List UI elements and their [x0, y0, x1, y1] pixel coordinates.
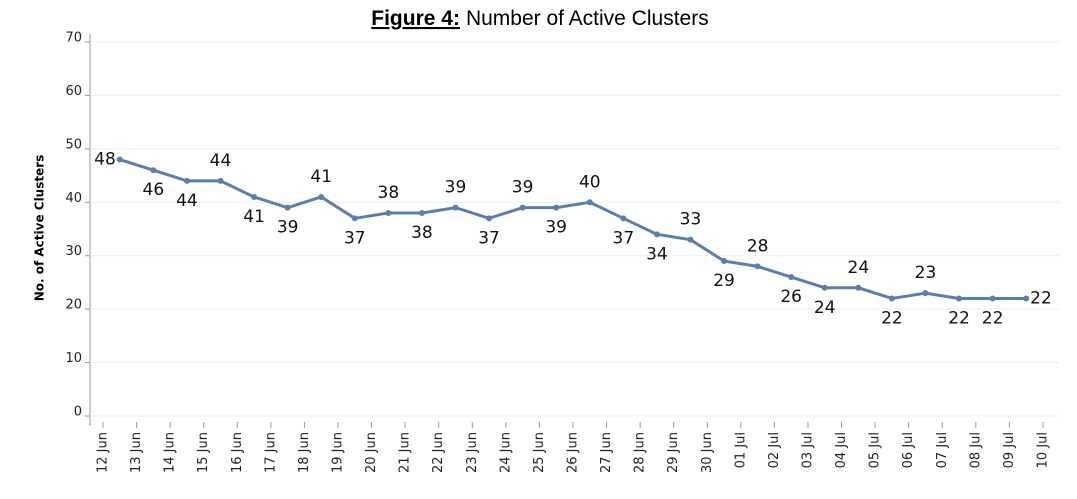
line — [119, 158, 1027, 300]
point — [519, 204, 526, 211]
point — [385, 209, 392, 216]
point — [653, 231, 660, 238]
point — [620, 215, 627, 222]
data-label: 40 — [579, 172, 601, 192]
point — [788, 274, 795, 281]
x-tick-label: 04 Jul — [834, 432, 849, 468]
x-tick-label: 26 Jun — [565, 432, 580, 473]
chart-title-group: Figure 4: Number of Active Clusters — [371, 7, 708, 30]
x-tick-label: 03 Jul — [800, 432, 815, 468]
data-label: 34 — [646, 244, 668, 264]
data-label: 39 — [445, 178, 467, 198]
x-tick-label: 18 Jun — [297, 432, 312, 473]
data-label: 41 — [243, 207, 265, 227]
x-tick-label: 21 Jun — [398, 432, 413, 473]
point — [687, 236, 694, 243]
data-label: 46 — [143, 180, 165, 200]
x-tick-label: 09 Jul — [1002, 432, 1017, 468]
point — [452, 204, 459, 211]
x-tick-label: 15 Jun — [196, 432, 211, 473]
x-tick-label: 07 Jul — [935, 432, 950, 468]
data-label: 24 — [848, 258, 870, 278]
x-tick-label: 25 Jun — [532, 432, 547, 473]
x-tick-label: 30 Jun — [700, 432, 715, 473]
y-tick-label: 50 — [65, 137, 82, 152]
data-label: 38 — [411, 223, 433, 243]
data-label: 22 — [881, 308, 903, 328]
point — [318, 193, 325, 200]
data-label: 39 — [277, 218, 299, 238]
data-label: 26 — [780, 287, 802, 307]
point — [251, 193, 258, 200]
y-axis-label: No. of Active Clusters — [33, 155, 47, 302]
x-tick-label: 22 Jun — [431, 432, 446, 473]
x-tick-label: 01 Jul — [733, 432, 748, 468]
data-label: 44 — [176, 191, 198, 211]
x-tick-label: 10 Jul — [1035, 432, 1050, 468]
y-tick-label: 60 — [65, 84, 82, 99]
point — [1023, 295, 1030, 302]
data-label: 24 — [814, 298, 836, 318]
y-tick-label: 20 — [65, 298, 82, 313]
x-tick-label: 19 Jun — [330, 432, 345, 473]
point — [486, 215, 493, 222]
x-tick-label: 13 Jun — [129, 432, 144, 473]
y-tick-label: 10 — [65, 351, 82, 366]
data-label: 37 — [613, 228, 635, 248]
point — [956, 295, 963, 302]
data-label: 37 — [478, 228, 500, 248]
data-label: 38 — [378, 183, 400, 203]
x-tick-label: 02 Jul — [767, 432, 782, 468]
point — [721, 258, 728, 265]
x-tick-label: 20 Jun — [364, 432, 379, 473]
x-tick-label: 16 Jun — [230, 432, 245, 473]
x-tick-label: 27 Jun — [599, 432, 614, 473]
data-label: 44 — [210, 151, 232, 171]
data-label: 39 — [512, 178, 534, 198]
x-tick-label: 05 Jul — [868, 432, 883, 468]
point — [217, 177, 224, 184]
x-tick-label: 14 Jun — [163, 432, 178, 473]
x-tick-label: 08 Jul — [968, 432, 983, 468]
x-tick-label: 06 Jul — [901, 432, 916, 468]
y-tick-label: 30 — [65, 244, 82, 259]
data-label: 22 — [948, 308, 970, 328]
data-label: 23 — [915, 263, 937, 283]
data-label: 29 — [713, 271, 735, 291]
point — [183, 177, 190, 184]
chart-title-label: Figure 4: — [371, 7, 460, 30]
point — [418, 209, 425, 216]
chart-title: Number of Active Clusters — [466, 7, 709, 30]
data-label: 22 — [982, 308, 1004, 328]
point — [553, 204, 560, 211]
x-tick-label: 23 Jun — [465, 432, 480, 473]
x-tick-label: 17 Jun — [263, 432, 278, 473]
data-label: 48 — [94, 150, 116, 170]
point — [989, 295, 996, 302]
x-tick-label: 29 Jun — [666, 432, 681, 473]
y-tick-label: 70 — [65, 31, 82, 46]
point — [754, 263, 761, 270]
x-tick-label: 12 Jun — [96, 432, 111, 473]
data-label: 41 — [310, 167, 332, 187]
point — [888, 295, 895, 302]
y-tick-label: 40 — [65, 191, 82, 206]
data-label: 28 — [747, 236, 769, 256]
point — [855, 284, 862, 291]
point — [116, 156, 123, 163]
x-tick-label: 28 Jun — [633, 432, 648, 473]
point — [922, 290, 929, 297]
x-tick-label: 24 Jun — [498, 432, 513, 473]
y-tick-label: 0 — [74, 405, 82, 420]
point — [150, 167, 157, 174]
point — [821, 284, 828, 291]
data-label: 33 — [680, 210, 702, 230]
data-label: 37 — [344, 228, 366, 248]
point — [284, 204, 291, 211]
data-label: 22 — [1030, 288, 1052, 308]
point — [351, 215, 358, 222]
data-label: 39 — [545, 218, 567, 238]
point — [586, 199, 593, 206]
